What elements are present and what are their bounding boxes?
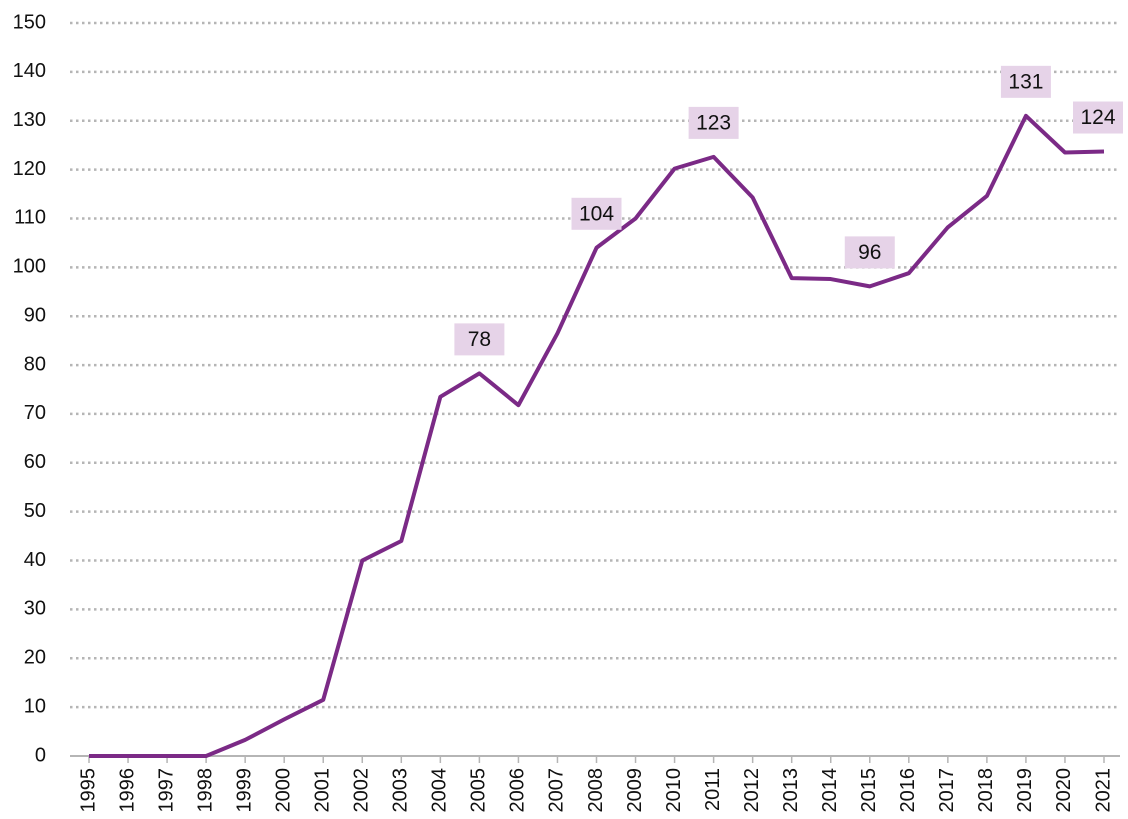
x-tick-label: 2004	[429, 768, 451, 813]
y-tick-label: 60	[24, 451, 46, 473]
x-tick-label: 2020	[1053, 768, 1075, 813]
x-tick-label: 2018	[975, 768, 997, 813]
x-tick-label: 2011	[702, 768, 724, 811]
value-label-bg	[688, 106, 739, 139]
y-tick-label: 40	[24, 549, 46, 571]
x-tick-label: 2019	[1014, 768, 1036, 813]
y-tick-label: 150	[13, 11, 46, 33]
y-tick-label: 100	[13, 256, 46, 278]
x-tick-label: 1997	[155, 768, 177, 813]
value-label-bg	[844, 236, 895, 269]
x-tick-label: 2000	[272, 768, 294, 813]
y-tick-label: 140	[13, 60, 46, 82]
x-tick-label: 2003	[390, 768, 412, 813]
x-tick-label: 2021	[1092, 768, 1114, 813]
y-tick-label: 30	[24, 598, 46, 620]
value-label: 96	[858, 241, 881, 264]
value-label: 131	[1008, 70, 1043, 93]
x-tick-label: 2013	[780, 768, 802, 813]
x-tick-label: 2008	[585, 768, 607, 813]
data-line	[89, 113, 1105, 758]
value-label: 104	[579, 202, 614, 225]
x-tick-label: 1999	[233, 768, 255, 813]
y-tick-label: 0	[35, 744, 46, 766]
y-tick-label: 10	[24, 695, 46, 717]
y-tick-label: 20	[24, 647, 46, 669]
x-tick-label: 2006	[507, 768, 529, 813]
x-tick-label: 2002	[351, 768, 373, 813]
y-tick-label: 130	[13, 109, 46, 131]
value-label: 123	[696, 111, 731, 134]
x-tick-label: 2015	[858, 768, 880, 813]
value-label-bg	[571, 197, 622, 230]
x-tick-label: 1996	[116, 768, 138, 813]
x-tick-label: 2014	[819, 768, 841, 813]
x-tick-label: 2016	[897, 768, 919, 813]
y-tick-label: 120	[13, 158, 46, 180]
x-tick-label: 2007	[546, 768, 568, 813]
x-tick-label: 2017	[936, 768, 958, 813]
y-tick-label: 70	[24, 402, 46, 424]
y-tick-label: 80	[24, 353, 46, 375]
y-tick-label: 110	[14, 207, 46, 229]
x-tick-label: 1998	[194, 768, 216, 813]
value-label: 78	[468, 328, 491, 351]
x-tick-label: 2012	[741, 768, 763, 813]
y-tick-label: 50	[24, 500, 46, 522]
value-label: 124	[1080, 106, 1115, 129]
x-tick-label: 2001	[312, 768, 334, 813]
x-tick-label: 2009	[624, 768, 646, 813]
x-tick-label: 2010	[663, 768, 685, 813]
value-label-bg	[1073, 101, 1123, 134]
x-tick-label: 2005	[468, 768, 490, 813]
value-label-bg	[454, 323, 505, 356]
value-label-bg	[1000, 65, 1051, 98]
x-tick-label: 1995	[77, 768, 99, 813]
y-tick-label: 90	[24, 304, 46, 326]
